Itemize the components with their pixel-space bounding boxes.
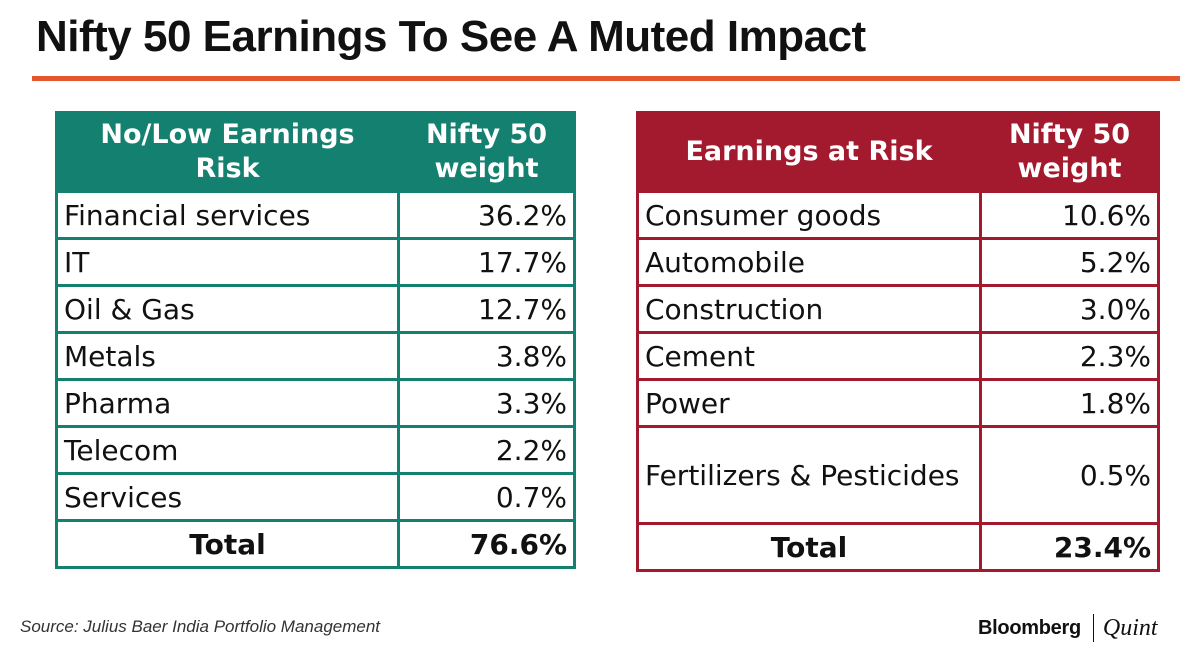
row-category: Fertilizers & Pesticides (636, 425, 982, 525)
row-weight: 3.3% (397, 378, 576, 428)
table-row: Consumer goods 10.6% (636, 190, 1160, 240)
row-weight: 0.7% (397, 472, 576, 522)
row-category: Consumer goods (636, 190, 982, 240)
source-note: Source: Julius Baer India Portfolio Mana… (20, 617, 381, 636)
header-line: weight (1017, 153, 1122, 184)
row-category: Construction (636, 284, 982, 334)
table-row: Metals 3.8% (55, 331, 576, 381)
low-risk-header-weight: Nifty 50 weight (397, 111, 576, 193)
table-row: Power 1.8% (636, 378, 1160, 428)
table-row: Telecom 2.2% (55, 425, 576, 475)
row-weight: 10.6% (979, 190, 1160, 240)
at-risk-header-weight: Nifty 50 weight (979, 111, 1160, 193)
low-risk-table: No/Low Earnings Risk Nifty 50 weight Fin… (55, 111, 576, 569)
table-header-row: No/Low Earnings Risk Nifty 50 weight (55, 111, 576, 193)
header-line: Risk (195, 153, 260, 184)
table-row: Construction 3.0% (636, 284, 1160, 334)
table-row: Oil & Gas 12.7% (55, 284, 576, 334)
header-line: Nifty 50 (425, 119, 548, 150)
header-line: No/Low Earnings (100, 119, 355, 150)
table-row: Fertilizers & Pesticides 0.5% (636, 425, 1160, 525)
total-label: Total (55, 519, 400, 569)
total-label: Total (636, 522, 982, 572)
row-weight: 36.2% (397, 190, 576, 240)
table-header-row: Earnings at Risk Nifty 50 weight (636, 111, 1160, 193)
table-row: Cement 2.3% (636, 331, 1160, 381)
total-row: Total 23.4% (636, 522, 1160, 572)
total-weight: 23.4% (979, 522, 1160, 572)
row-category: IT (55, 237, 400, 287)
row-category: Services (55, 472, 400, 522)
at-risk-header-category: Earnings at Risk (636, 111, 982, 193)
row-category: Telecom (55, 425, 400, 475)
row-weight: 5.2% (979, 237, 1160, 287)
row-category: Oil & Gas (55, 284, 400, 334)
row-category: Power (636, 378, 982, 428)
title-underline (32, 76, 1180, 81)
logo-quint-text: Quint (1102, 614, 1158, 641)
row-weight: 2.3% (979, 331, 1160, 381)
table-row: Automobile 5.2% (636, 237, 1160, 287)
row-weight: 3.8% (397, 331, 576, 381)
page-title: Nifty 50 Earnings To See A Muted Impact (36, 12, 866, 61)
row-category: Pharma (55, 378, 400, 428)
header-line: Earnings at Risk (685, 136, 933, 167)
row-category: Metals (55, 331, 400, 381)
table-row: Services 0.7% (55, 472, 576, 522)
row-weight: 2.2% (397, 425, 576, 475)
table-row: IT 17.7% (55, 237, 576, 287)
row-category: Automobile (636, 237, 982, 287)
table-row: Financial services 36.2% (55, 190, 576, 240)
row-weight: 1.8% (979, 378, 1160, 428)
table-row: Pharma 3.3% (55, 378, 576, 428)
row-category: Financial services (55, 190, 400, 240)
bloomberg-quint-logo: Bloomberg Quint (978, 612, 1158, 644)
total-row: Total 76.6% (55, 519, 576, 569)
header-line: weight (434, 153, 539, 184)
row-category: Cement (636, 331, 982, 381)
total-weight: 76.6% (397, 519, 576, 569)
logo-bloomberg-text: Bloomberg (978, 616, 1081, 639)
header-line: Nifty 50 (1008, 119, 1131, 150)
row-weight: 17.7% (397, 237, 576, 287)
row-weight: 12.7% (397, 284, 576, 334)
row-weight: 3.0% (979, 284, 1160, 334)
low-risk-header-category: No/Low Earnings Risk (55, 111, 400, 193)
at-risk-table: Earnings at Risk Nifty 50 weight Consume… (636, 111, 1160, 572)
row-weight: 0.5% (979, 425, 1160, 525)
logo-divider (1092, 614, 1094, 642)
